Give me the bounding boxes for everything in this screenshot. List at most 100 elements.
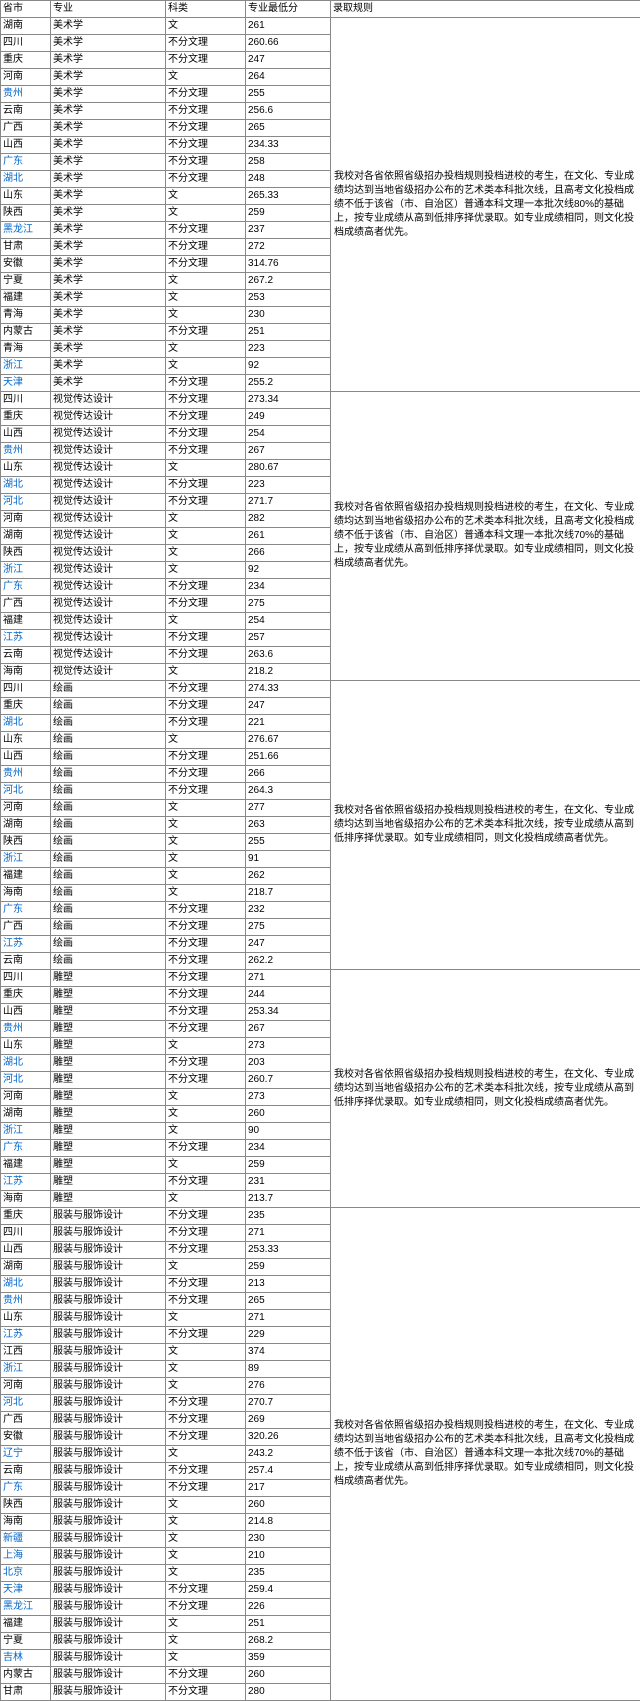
score-cell: 255 xyxy=(246,86,331,103)
major-cell: 服装与服饰设计 xyxy=(51,1344,166,1361)
province-link[interactable]: 天津 xyxy=(3,1584,23,1595)
major-cell: 绘画 xyxy=(51,817,166,834)
province-link[interactable]: 河北 xyxy=(3,1397,23,1408)
category-cell: 不分文理 xyxy=(166,647,246,664)
province-link[interactable]: 浙江 xyxy=(3,1125,23,1136)
province-link[interactable]: 贵州 xyxy=(3,768,23,779)
province-link[interactable]: 浙江 xyxy=(3,1363,23,1374)
province-link[interactable]: 江苏 xyxy=(3,1329,23,1340)
province-link[interactable]: 江苏 xyxy=(3,632,23,643)
province-cell: 广西 xyxy=(1,120,51,137)
major-cell: 服装与服饰设计 xyxy=(51,1412,166,1429)
table-row: 四川绘画不分文理274.33我校对各省依照省级招办投档规则投档进校的考生，在文化… xyxy=(1,681,640,698)
category-cell: 文 xyxy=(166,307,246,324)
score-cell: 253.33 xyxy=(246,1242,331,1259)
score-cell: 247 xyxy=(246,52,331,69)
province-link[interactable]: 广东 xyxy=(3,1142,23,1153)
province-cell: 海南 xyxy=(1,1514,51,1531)
province-link[interactable]: 江苏 xyxy=(3,1176,23,1187)
province-link[interactable]: 北京 xyxy=(3,1567,23,1578)
province-cell: 湖南 xyxy=(1,1106,51,1123)
province-cell: 福建 xyxy=(1,868,51,885)
table-body: 湖南美术学文261我校对各省依照省级招办投档规则投档进校的考生，在文化、专业成绩… xyxy=(1,18,640,1701)
province-link[interactable]: 辽宁 xyxy=(3,1448,23,1459)
score-cell: 213 xyxy=(246,1276,331,1293)
province-link[interactable]: 河北 xyxy=(3,785,23,796)
province-cell: 甘肃 xyxy=(1,1684,51,1701)
score-cell: 271 xyxy=(246,970,331,987)
category-cell: 不分文理 xyxy=(166,35,246,52)
province-cell: 河北 xyxy=(1,494,51,511)
province-link[interactable]: 吉林 xyxy=(3,1652,23,1663)
province-link[interactable]: 浙江 xyxy=(3,360,23,371)
major-cell: 雕塑 xyxy=(51,1106,166,1123)
admission-score-table: 省市专业科类专业最低分录取规则 湖南美术学文261我校对各省依照省级招办投档规则… xyxy=(0,0,640,1701)
province-cell: 河北 xyxy=(1,783,51,800)
major-cell: 服装与服饰设计 xyxy=(51,1208,166,1225)
province-cell: 辽宁 xyxy=(1,1446,51,1463)
category-cell: 不分文理 xyxy=(166,1667,246,1684)
score-cell: 265.33 xyxy=(246,188,331,205)
score-cell: 265 xyxy=(246,120,331,137)
category-cell: 不分文理 xyxy=(166,1072,246,1089)
major-cell: 服装与服饰设计 xyxy=(51,1429,166,1446)
score-cell: 270.7 xyxy=(246,1395,331,1412)
category-cell: 文 xyxy=(166,69,246,86)
category-cell: 文 xyxy=(166,1123,246,1140)
province-cell: 江西 xyxy=(1,1344,51,1361)
score-cell: 223 xyxy=(246,341,331,358)
major-cell: 美术学 xyxy=(51,273,166,290)
score-cell: 261 xyxy=(246,18,331,35)
category-cell: 文 xyxy=(166,1191,246,1208)
province-cell: 广东 xyxy=(1,1480,51,1497)
score-cell: 255.2 xyxy=(246,375,331,392)
category-cell: 不分文理 xyxy=(166,154,246,171)
score-cell: 257.4 xyxy=(246,1463,331,1480)
province-link[interactable]: 浙江 xyxy=(3,853,23,864)
category-cell: 不分文理 xyxy=(166,681,246,698)
province-link[interactable]: 河北 xyxy=(3,1074,23,1085)
score-cell: 267 xyxy=(246,1021,331,1038)
major-cell: 美术学 xyxy=(51,120,166,137)
province-cell: 青海 xyxy=(1,341,51,358)
score-cell: 231 xyxy=(246,1174,331,1191)
province-link[interactable]: 河北 xyxy=(3,496,23,507)
major-cell: 视觉传达设计 xyxy=(51,562,166,579)
province-link[interactable]: 广东 xyxy=(3,581,23,592)
province-link[interactable]: 天津 xyxy=(3,377,23,388)
province-link[interactable]: 广东 xyxy=(3,904,23,915)
province-link[interactable]: 贵州 xyxy=(3,88,23,99)
province-cell: 湖北 xyxy=(1,171,51,188)
score-cell: 320.26 xyxy=(246,1429,331,1446)
province-link[interactable]: 江苏 xyxy=(3,938,23,949)
province-cell: 重庆 xyxy=(1,52,51,69)
province-link[interactable]: 新疆 xyxy=(3,1533,23,1544)
score-cell: 256.6 xyxy=(246,103,331,120)
province-link[interactable]: 广东 xyxy=(3,1482,23,1493)
province-link[interactable]: 上海 xyxy=(3,1550,23,1561)
province-link[interactable]: 湖北 xyxy=(3,479,23,490)
province-link[interactable]: 贵州 xyxy=(3,445,23,456)
province-link[interactable]: 贵州 xyxy=(3,1023,23,1034)
province-link[interactable]: 湖北 xyxy=(3,173,23,184)
score-cell: 217 xyxy=(246,1480,331,1497)
major-cell: 雕塑 xyxy=(51,1038,166,1055)
province-link[interactable]: 浙江 xyxy=(3,564,23,575)
province-link[interactable]: 黑龙江 xyxy=(3,224,33,235)
major-cell: 服装与服饰设计 xyxy=(51,1633,166,1650)
province-link[interactable]: 湖北 xyxy=(3,717,23,728)
category-cell: 文 xyxy=(166,1650,246,1667)
score-cell: 247 xyxy=(246,936,331,953)
province-cell: 四川 xyxy=(1,681,51,698)
major-cell: 绘画 xyxy=(51,681,166,698)
province-link[interactable]: 湖北 xyxy=(3,1278,23,1289)
score-cell: 280 xyxy=(246,1684,331,1701)
province-cell: 云南 xyxy=(1,647,51,664)
province-link[interactable]: 贵州 xyxy=(3,1295,23,1306)
score-cell: 269 xyxy=(246,1412,331,1429)
major-cell: 美术学 xyxy=(51,222,166,239)
province-link[interactable]: 黑龙江 xyxy=(3,1601,33,1612)
province-cell: 山西 xyxy=(1,426,51,443)
province-link[interactable]: 广东 xyxy=(3,156,23,167)
province-link[interactable]: 湖北 xyxy=(3,1057,23,1068)
